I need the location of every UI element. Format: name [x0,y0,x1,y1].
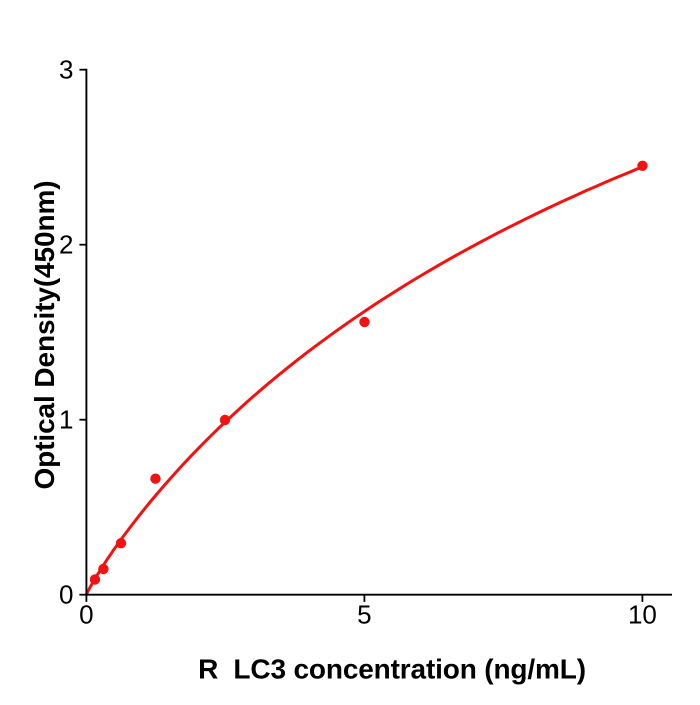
svg-text:Optical Density(450nm): Optical Density(450nm) [29,181,60,490]
svg-text:0: 0 [59,580,73,610]
svg-text:R LC3 concentration (ng/mL): R LC3 concentration (ng/mL) [198,653,586,684]
svg-text:10: 10 [628,600,657,630]
svg-text:3: 3 [59,55,73,85]
svg-text:1: 1 [59,405,73,435]
svg-text:5: 5 [357,600,371,630]
svg-text:0: 0 [79,600,93,630]
svg-text:2: 2 [59,230,73,260]
